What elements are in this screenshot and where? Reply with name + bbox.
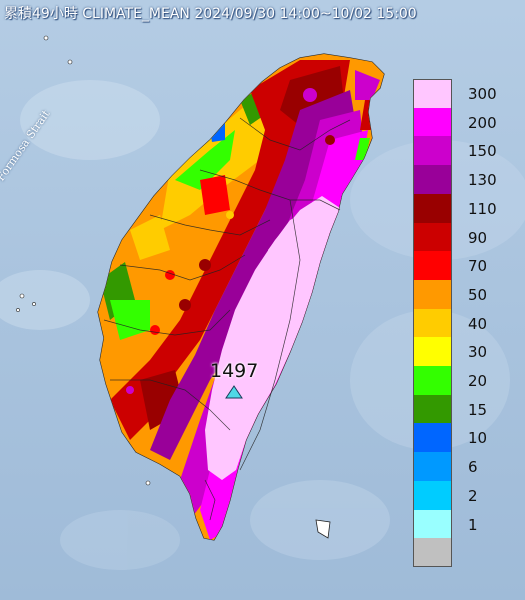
legend-swatch [413, 394, 452, 424]
legend-swatch [413, 480, 452, 510]
max-station-value: 1497 [210, 360, 259, 382]
legend-swatch [413, 165, 452, 195]
legend-swatch [413, 193, 452, 223]
cloud-texture [0, 80, 525, 570]
legend-label: 150 [468, 142, 497, 161]
map-title: 累積49小時 CLIMATE_MEAN 2024/09/30 14:00~10/… [4, 6, 417, 22]
legend-label: 15 [468, 400, 488, 419]
legend-label: 2 [468, 486, 478, 505]
legend-label: 200 [468, 113, 497, 132]
legend-swatch [413, 79, 452, 109]
legend-label: 300 [468, 85, 497, 103]
legend-swatch [413, 337, 452, 367]
legend-swatch [413, 509, 452, 539]
legend-label: 10 [468, 429, 488, 448]
legend-swatch [413, 452, 452, 482]
green-island [315, 519, 331, 539]
legend-label: 90 [468, 228, 488, 247]
legend-label: 130 [468, 171, 497, 190]
islet [19, 293, 25, 299]
legend-swatch [413, 251, 452, 281]
legend-swatch [413, 308, 452, 338]
legend-label: 50 [468, 285, 488, 304]
legend-label: 40 [468, 314, 488, 333]
legend-swatch [413, 366, 452, 396]
legend-label: 1 [468, 515, 478, 534]
legend-label: 20 [468, 372, 488, 390]
legend-swatch [413, 107, 452, 137]
legend-label: 110 [468, 199, 497, 218]
legend-swatch [413, 279, 452, 310]
legend-swatch [413, 538, 452, 568]
islet [16, 308, 20, 312]
legend-swatch [413, 136, 452, 166]
legend-swatch [413, 222, 452, 252]
legend-label: 6 [468, 458, 478, 477]
islet [32, 302, 36, 306]
legend-label: 30 [468, 343, 488, 362]
max-station-marker-icon[interactable] [225, 385, 243, 399]
legend-label: 70 [468, 257, 488, 276]
legend-swatch [413, 423, 452, 453]
islet [43, 35, 49, 41]
islet [67, 59, 73, 65]
county-boundaries [103, 117, 351, 521]
islet [145, 480, 151, 486]
